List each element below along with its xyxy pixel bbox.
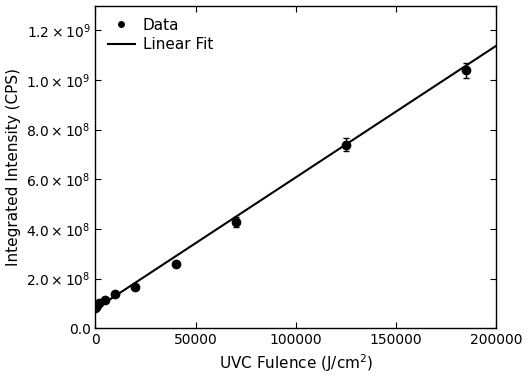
Y-axis label: Integrated Intensity (CPS): Integrated Intensity (CPS)	[6, 68, 21, 266]
X-axis label: UVC Fulence (J/cm$^2$): UVC Fulence (J/cm$^2$)	[219, 353, 373, 374]
Legend: Data, Linear Fit: Data, Linear Fit	[103, 13, 218, 57]
